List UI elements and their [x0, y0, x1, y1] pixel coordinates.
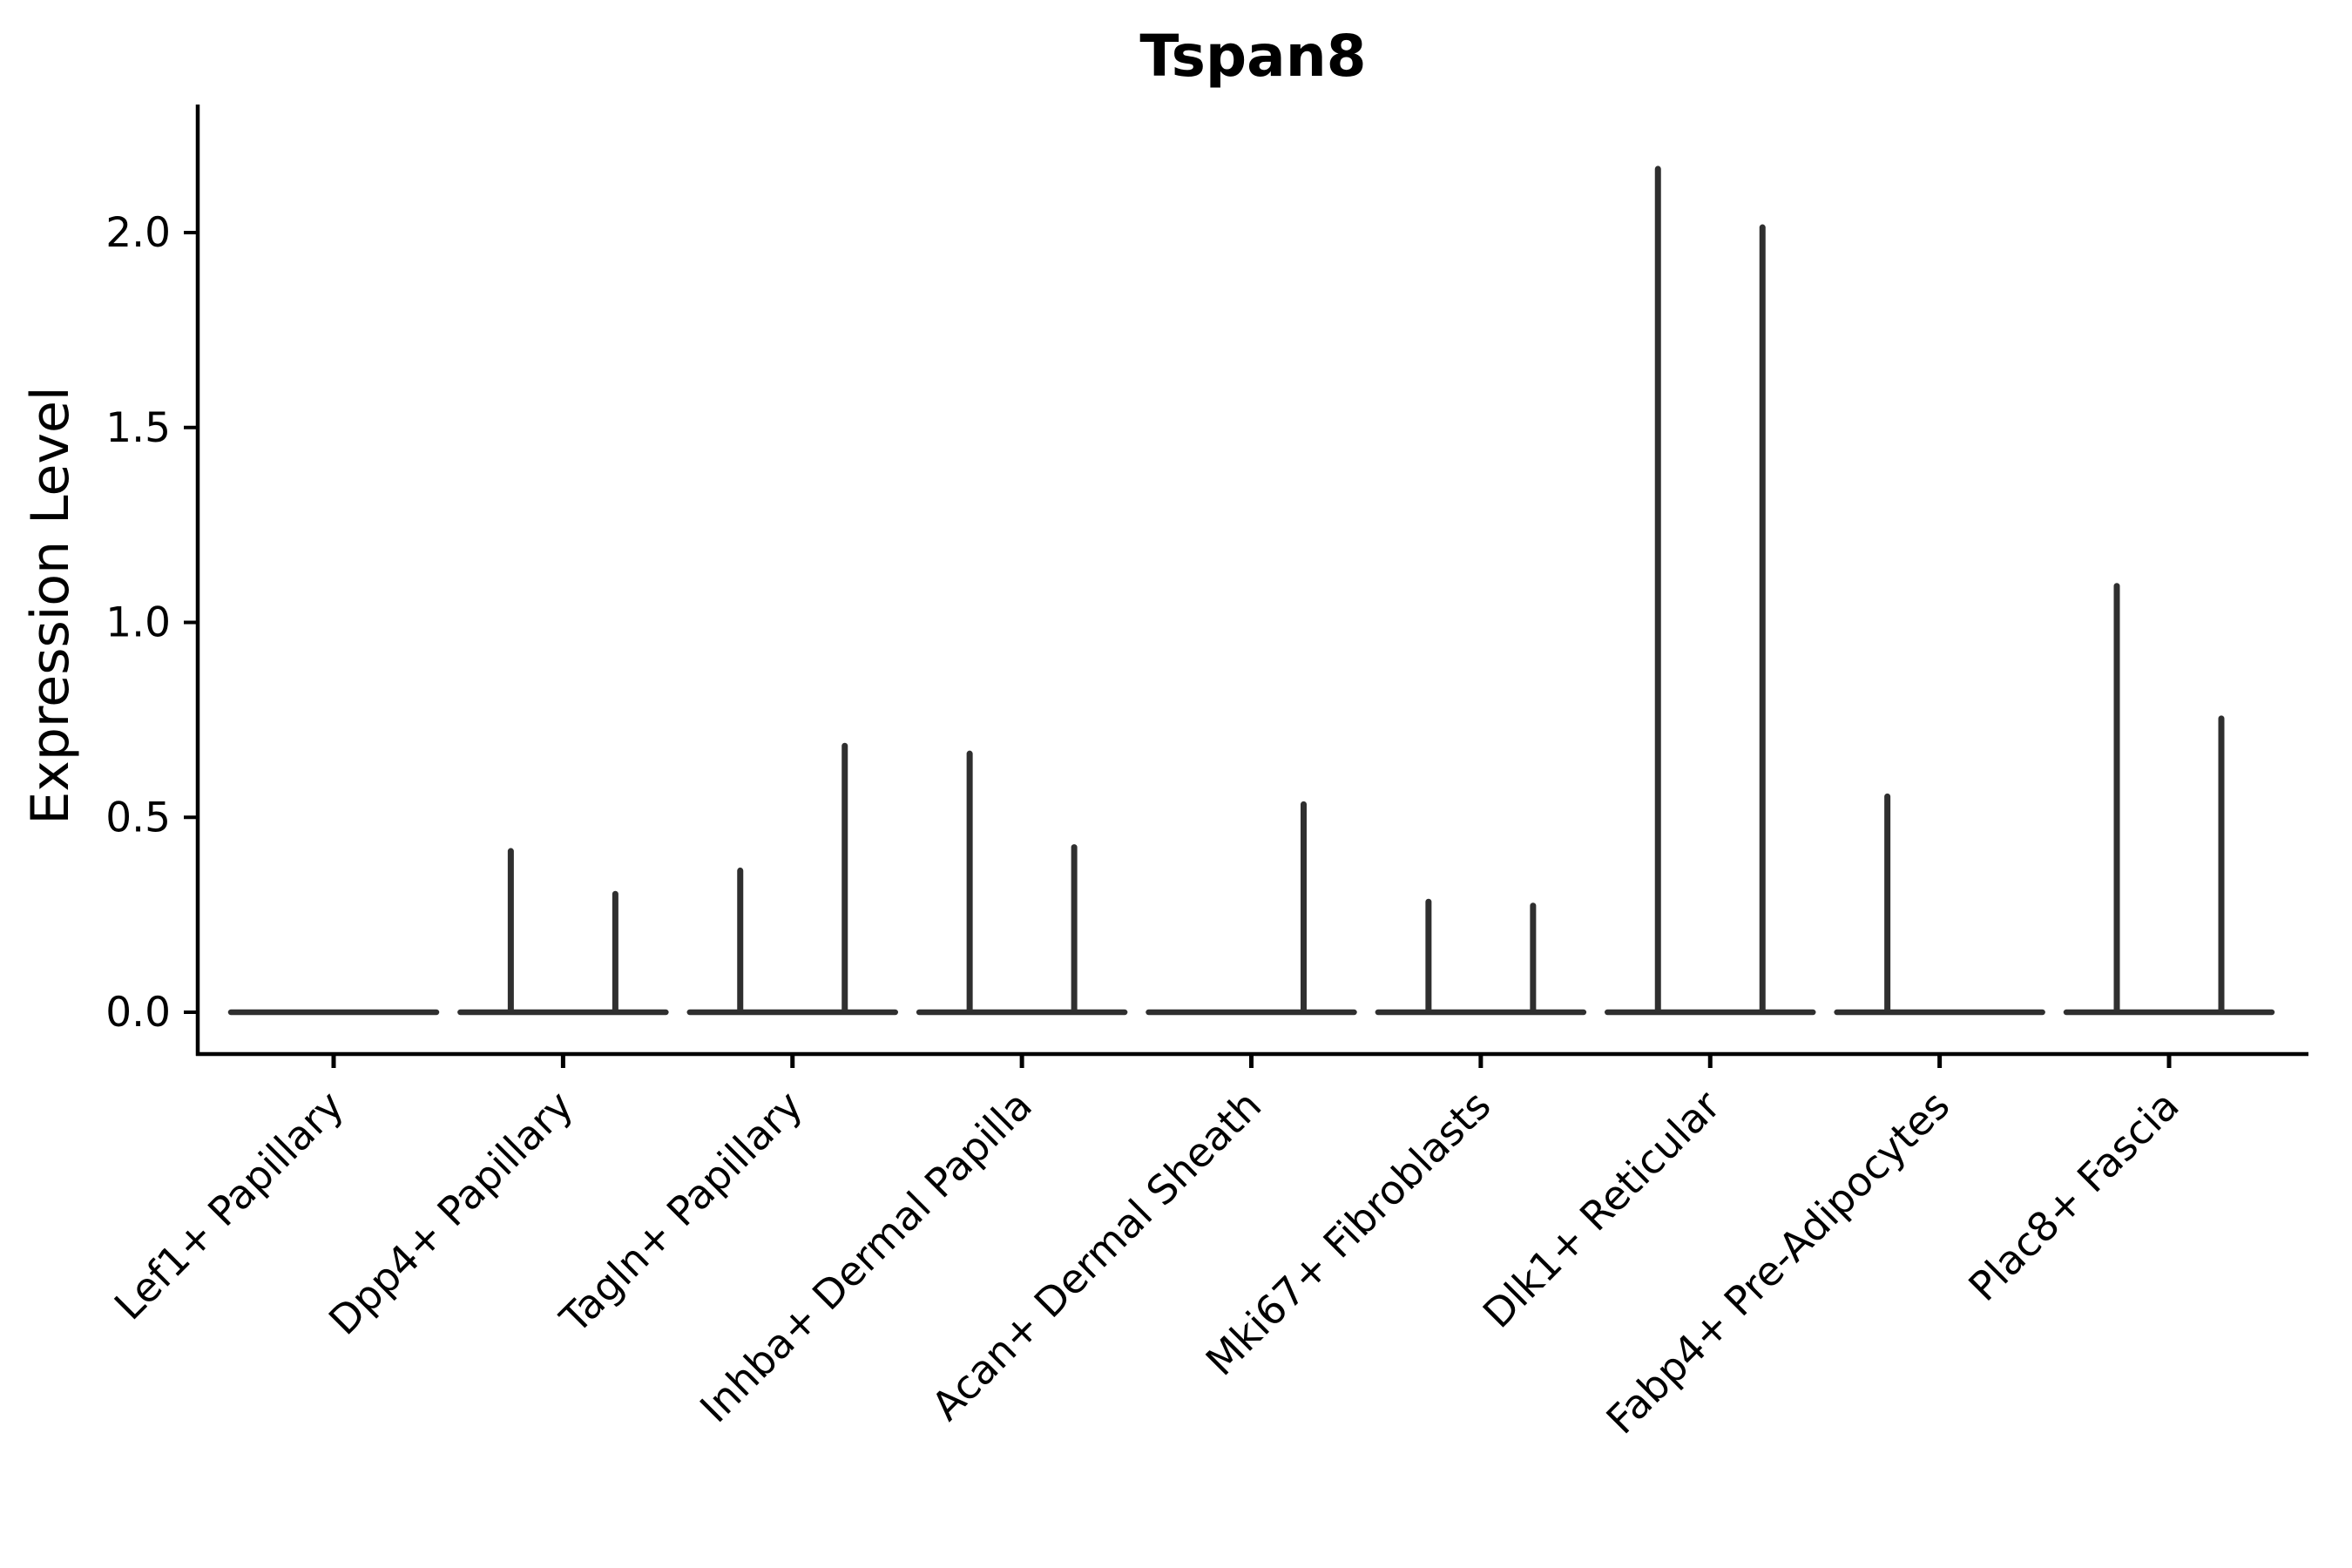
y-tick-label: 0.5: [105, 794, 171, 841]
y-tick-label: 0.0: [105, 989, 171, 1037]
x-tick-label: Dpp4+ Papillary: [320, 1082, 582, 1344]
y-tick-label: 2.0: [105, 209, 171, 257]
y-tick-label: 1.5: [105, 404, 171, 452]
x-tick-label: Tagln+ Papillary: [551, 1082, 812, 1343]
y-tick-label: 1.0: [105, 599, 171, 647]
x-tick-label: Plac8+ Fascia: [1959, 1082, 2187, 1310]
x-tick-label: Lef1+ Papillary: [105, 1082, 353, 1329]
x-tick-label: Dlk1+ Reticular: [1474, 1082, 1729, 1337]
plot-title: Tspan8: [1139, 23, 1367, 90]
